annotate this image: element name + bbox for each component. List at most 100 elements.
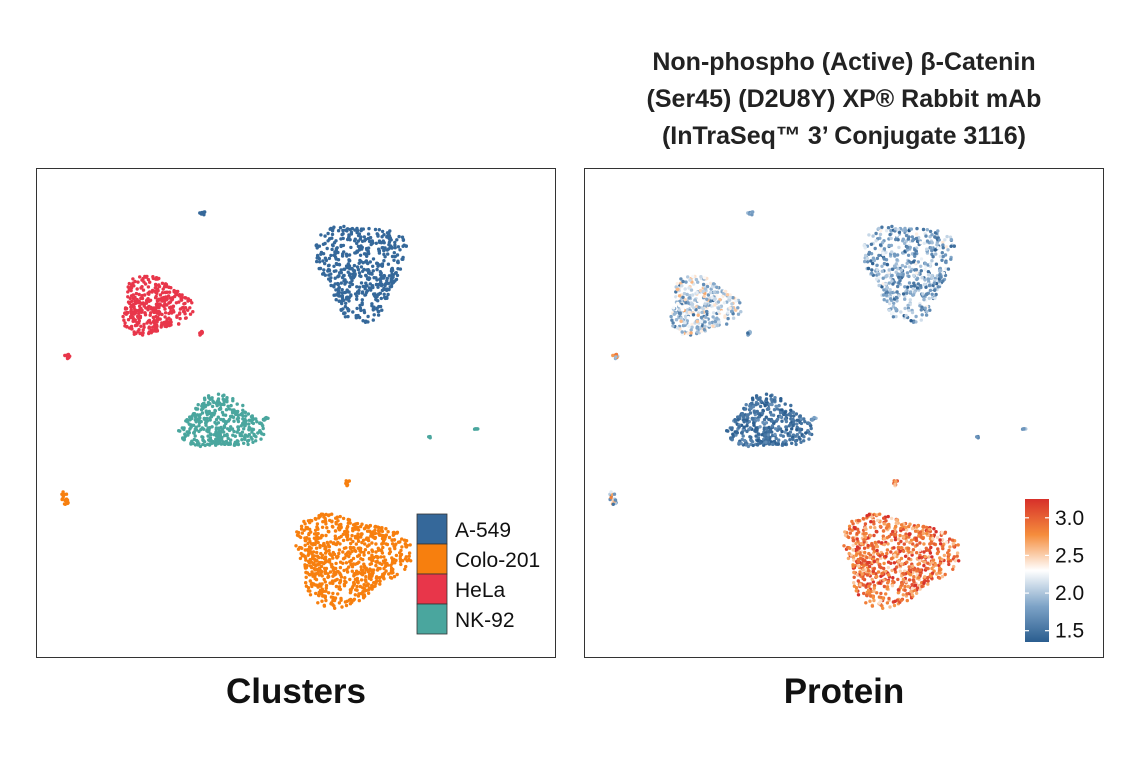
cell-point [921, 524, 926, 529]
cell-point [243, 423, 247, 428]
cell-point [691, 274, 695, 279]
cell-point [356, 267, 361, 272]
cell-point [919, 264, 923, 268]
cell-point [394, 553, 399, 558]
cell-point [943, 572, 947, 577]
cell-point [735, 431, 739, 435]
cell-point [810, 418, 814, 422]
cell-point [331, 568, 335, 572]
cell-point [896, 537, 901, 541]
cell-point [141, 331, 145, 335]
cell-point [919, 318, 923, 322]
cell-point [949, 238, 954, 242]
cell-point [765, 407, 770, 411]
cell-point [246, 412, 251, 416]
cell-point [695, 330, 699, 334]
cell-point [870, 515, 874, 519]
cell-point [202, 213, 206, 217]
cell-point [717, 309, 721, 314]
cell-point [902, 569, 907, 573]
cell-point [342, 273, 346, 278]
cell-point [382, 233, 386, 237]
cell-point [361, 568, 365, 572]
cell-point [382, 273, 386, 278]
cell-point [799, 440, 803, 444]
cell-point [896, 577, 900, 582]
cell-point [368, 282, 372, 286]
cell-point [218, 433, 222, 437]
cell-point [395, 273, 400, 278]
cell-point [339, 268, 343, 272]
cell-point [332, 552, 337, 556]
cell-point [366, 536, 370, 540]
cell-point [856, 579, 860, 583]
cell-point [872, 520, 876, 524]
cell-point [901, 292, 906, 296]
cell-point [340, 232, 344, 237]
cell-point [196, 403, 200, 407]
cell-point [906, 584, 910, 589]
cell-point [896, 267, 900, 271]
cell-point [390, 254, 395, 259]
cell-point [330, 562, 334, 567]
cell-point [855, 545, 860, 549]
cell-point [670, 318, 674, 322]
cell-point [862, 538, 866, 542]
cell-point [141, 328, 145, 332]
cell-point [940, 251, 944, 255]
cell-point [695, 319, 699, 324]
cell-point [332, 241, 337, 245]
cell-point [728, 293, 732, 297]
cell-point [371, 318, 375, 322]
cell-point [308, 564, 313, 568]
cell-point [322, 604, 327, 608]
title-line-1: Non-phospho (Active) β-Catenin [652, 48, 1036, 76]
cell-point [609, 495, 613, 500]
cell-point [708, 312, 712, 317]
cell-point [899, 268, 903, 272]
cell-point [684, 280, 688, 284]
cell-point [861, 516, 865, 521]
cell-point [348, 272, 352, 276]
cell-point [929, 574, 933, 578]
cell-point [751, 443, 755, 448]
cell-point [339, 522, 343, 527]
cell-point [312, 561, 316, 566]
cell-point [918, 587, 922, 591]
cell-point [318, 588, 323, 592]
cell-point [403, 567, 407, 571]
cell-point [939, 275, 943, 279]
cell-point [222, 419, 226, 423]
cell-point [216, 415, 220, 419]
cell-point [936, 285, 940, 289]
cell-point [379, 555, 383, 559]
cell-point [874, 239, 878, 243]
cell-point [337, 290, 341, 295]
cell-point [376, 566, 380, 570]
cell-point [903, 241, 907, 246]
cell-point [336, 282, 340, 286]
cell-point [134, 291, 139, 296]
cell-point [379, 296, 383, 301]
cell-point [178, 316, 182, 321]
cell-point [940, 530, 944, 535]
cell-point [884, 282, 888, 286]
cell-point [341, 550, 345, 554]
cell-point [315, 259, 319, 264]
cell-point [240, 434, 244, 438]
cell-point [167, 323, 172, 328]
cell-point [850, 528, 854, 532]
cell-point [147, 319, 151, 324]
cell-point [214, 417, 219, 422]
cell-point [339, 281, 343, 285]
cell-point [874, 572, 878, 576]
cell-point [774, 404, 778, 408]
cell-point [347, 290, 351, 294]
cell-point [217, 407, 222, 411]
cell-point [925, 576, 929, 580]
cell-point [928, 527, 932, 532]
cell-point [371, 241, 375, 245]
cell-point [386, 563, 390, 567]
cell-point [367, 525, 371, 529]
cell-point [867, 233, 871, 237]
